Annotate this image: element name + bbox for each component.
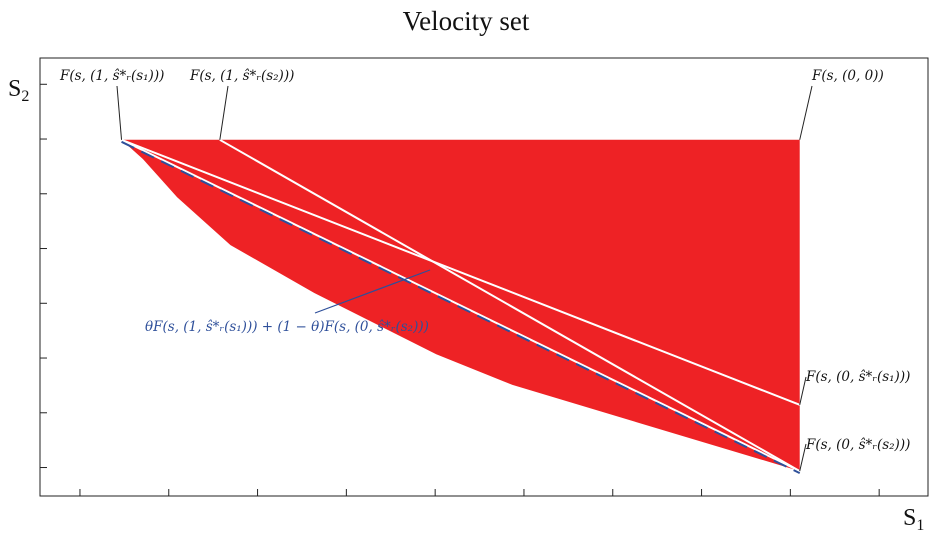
chart-title: Velocity set [403,6,530,36]
plot-frame [39,57,929,497]
leader-F0s2 [799,443,807,472]
x-axis-label-sub: 1 [916,517,924,534]
x-axis-label: S1 [903,505,924,534]
leader-F1s2 [219,85,229,140]
convex-combination-dashed-line [121,140,801,475]
white-line-1 [121,138,801,406]
label-F00: F(s, (0, 0)) [811,68,884,84]
leader-F0s1 [799,376,807,405]
label-F1s2: F(s, (1, ŝ*ᵣ(s₂))) [189,68,294,84]
white-line-2 [219,138,801,472]
leader-convex-combination [314,269,431,314]
leader-F00 [799,85,813,140]
label-F10: F(s, (1, ŝ*ᵣ(s₁))) [59,68,164,84]
white-line-3 [121,138,801,473]
y-axis-label-sub: 2 [21,88,29,105]
label-convex-combination: θF(s, (1, ŝ*ᵣ(s₁))) + (1 − θ)F(s, (0, ŝ*… [145,319,429,335]
label-F0s2: F(s, (0, ŝ*ᵣ(s₂))) [805,437,910,453]
leader-F10 [116,85,123,140]
label-F0s1: F(s, (0, ŝ*ᵣ(s₁))) [805,369,910,385]
y-axis-label: S2 [8,76,29,105]
plot-area [40,83,880,496]
